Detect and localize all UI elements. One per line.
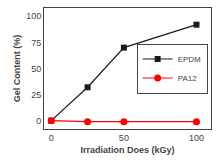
svg-text:0: 0	[49, 133, 54, 143]
svg-text:EPDM: EPDM	[178, 55, 201, 64]
svg-text:50: 50	[31, 64, 41, 74]
svg-text:50: 50	[119, 133, 129, 143]
svg-text:100: 100	[189, 133, 204, 143]
svg-text:100: 100	[26, 11, 41, 21]
svg-text:Gel Content (%): Gel Content (%)	[12, 35, 22, 103]
svg-text:25: 25	[31, 90, 41, 100]
svg-text:Irradiation Does (kGy): Irradiation Does (kGy)	[80, 145, 174, 155]
svg-text:PA12: PA12	[178, 74, 198, 83]
svg-text:0: 0	[36, 116, 41, 126]
svg-text:75: 75	[31, 38, 41, 48]
